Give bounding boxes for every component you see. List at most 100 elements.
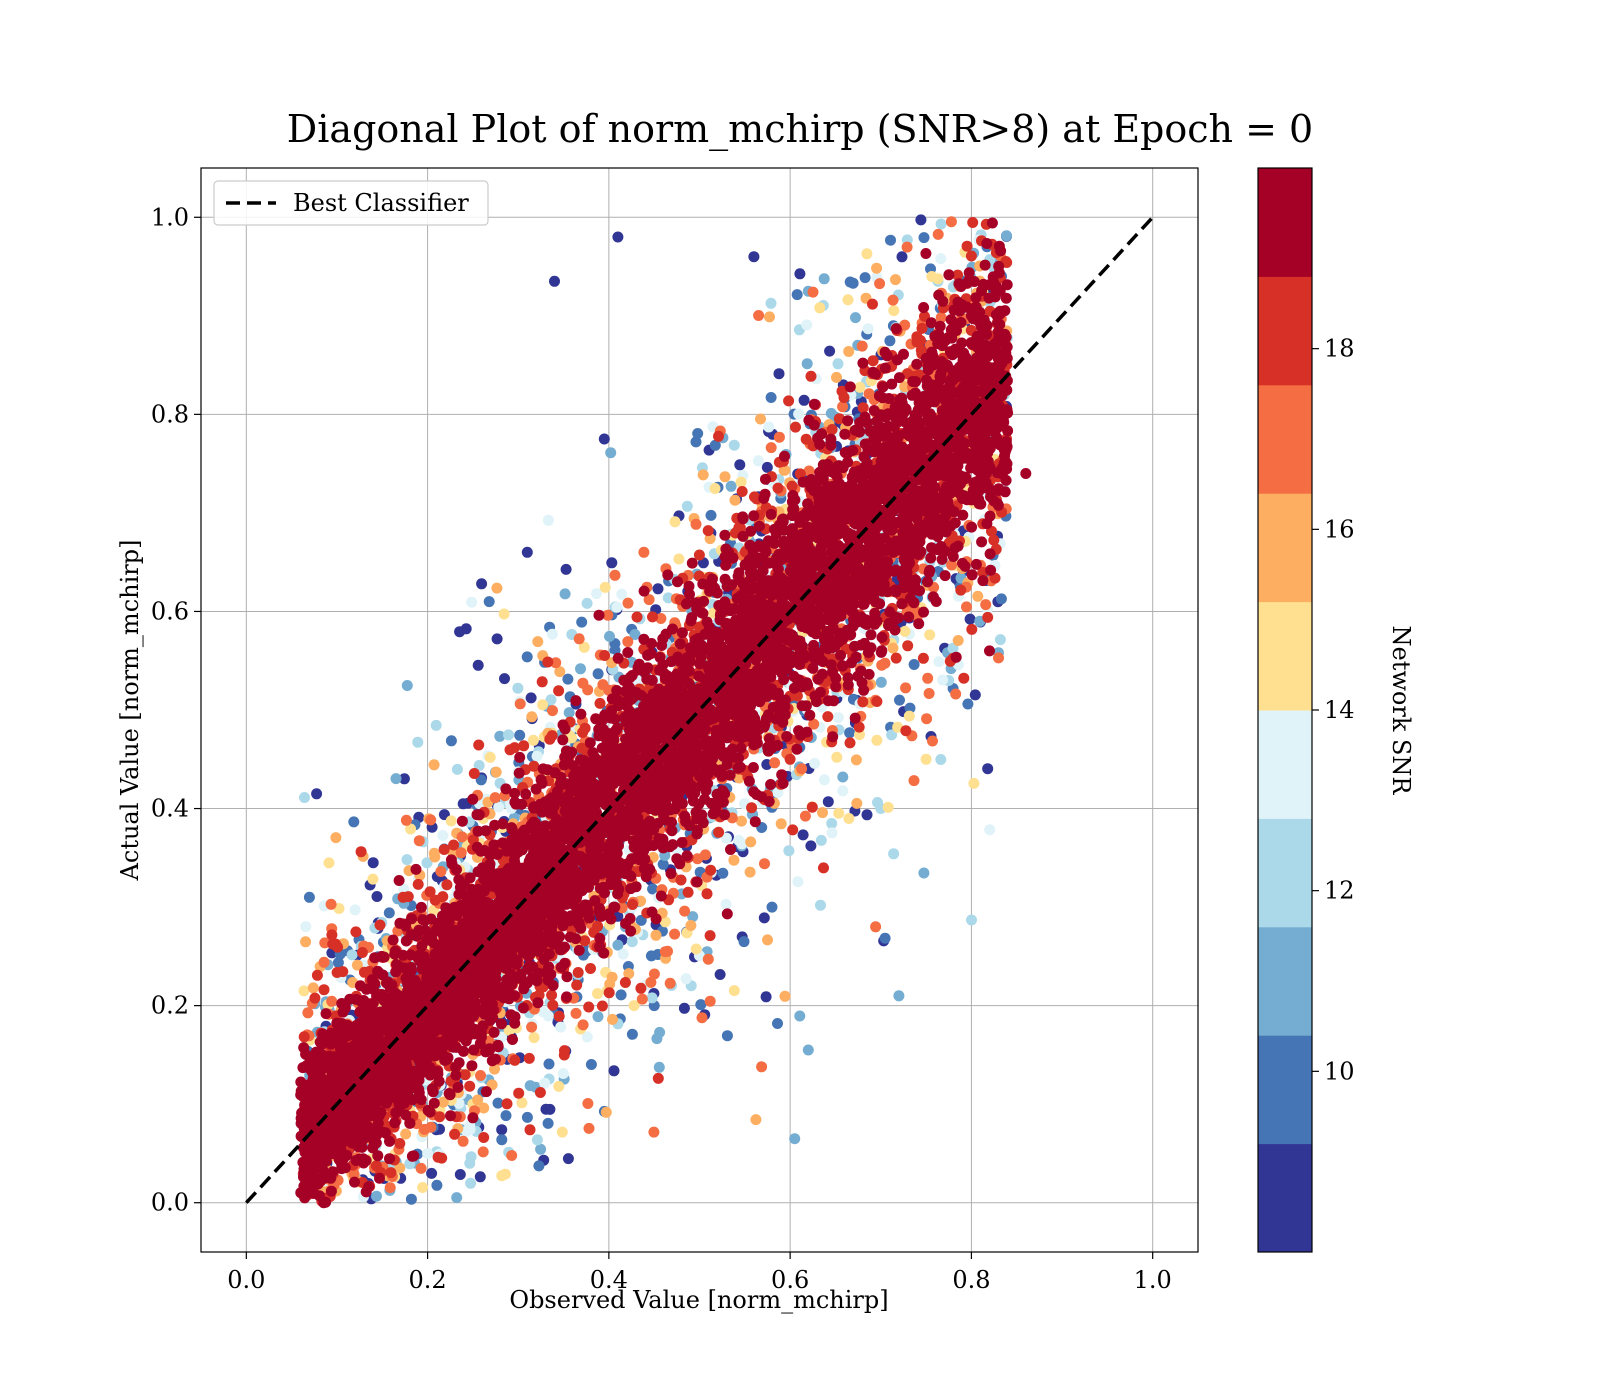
scatter-point bbox=[483, 596, 495, 608]
scatter-point bbox=[720, 898, 732, 910]
scatter-point bbox=[607, 1013, 618, 1025]
scatter-point bbox=[893, 372, 905, 384]
scatter-point bbox=[904, 702, 916, 714]
scatter-point bbox=[886, 729, 898, 741]
scatter-point bbox=[623, 968, 635, 980]
scatter-point bbox=[323, 857, 335, 869]
scatter-point bbox=[527, 734, 539, 746]
scatter-point bbox=[806, 801, 818, 813]
scatter-point bbox=[888, 305, 900, 317]
scatter-point bbox=[437, 891, 449, 903]
scatter-point bbox=[619, 977, 631, 988]
scatter-point bbox=[831, 751, 843, 763]
scatter-point bbox=[756, 1061, 768, 1073]
scatter-point bbox=[764, 311, 775, 323]
scatter-point bbox=[456, 815, 468, 827]
scatter-point bbox=[690, 436, 702, 448]
scatter-point bbox=[398, 773, 410, 785]
scatter-point bbox=[400, 1128, 412, 1140]
scatter-point bbox=[611, 601, 623, 613]
scatter-point bbox=[943, 269, 955, 281]
scatter-point bbox=[910, 376, 922, 388]
scatter-point bbox=[318, 956, 330, 968]
scatter-point bbox=[448, 839, 460, 851]
scatter-point bbox=[406, 913, 418, 925]
scatter-point bbox=[993, 652, 1004, 664]
scatter-point bbox=[893, 990, 905, 1002]
scatter-point bbox=[871, 734, 883, 746]
scatter-point bbox=[554, 666, 566, 678]
scatter-point bbox=[946, 559, 958, 571]
scatter-point bbox=[457, 1135, 469, 1147]
scatter-point bbox=[932, 228, 944, 240]
scatter-point bbox=[475, 1070, 486, 1081]
scatter-point bbox=[300, 936, 312, 948]
scatter-point bbox=[690, 943, 702, 955]
scatter-point bbox=[854, 381, 866, 393]
scatter-point bbox=[533, 1160, 545, 1172]
scatter-point bbox=[772, 482, 784, 494]
scatter-point bbox=[933, 656, 945, 668]
scatter-point bbox=[843, 813, 855, 824]
scatter-point bbox=[528, 1032, 540, 1044]
scatter-point bbox=[326, 995, 338, 1007]
scatter-point bbox=[499, 673, 510, 685]
scatter-point bbox=[401, 680, 413, 691]
scatter-point bbox=[449, 1128, 461, 1140]
scatter-point bbox=[648, 968, 660, 980]
scatter-point bbox=[422, 1148, 434, 1159]
scatter-point bbox=[967, 217, 979, 228]
scatter-point bbox=[585, 963, 596, 974]
scatter-point bbox=[952, 269, 964, 281]
scatter-point bbox=[583, 1122, 595, 1134]
scatter-point bbox=[605, 447, 617, 459]
scatter-point bbox=[501, 1098, 513, 1110]
scatter-point bbox=[856, 340, 868, 352]
scatter-point bbox=[491, 582, 503, 594]
scatter-point bbox=[514, 729, 526, 741]
scatter-point bbox=[765, 297, 777, 309]
scatter-point bbox=[935, 312, 947, 324]
scatter-point bbox=[446, 858, 458, 870]
scatter-point bbox=[801, 319, 813, 331]
scatter-point bbox=[705, 509, 717, 521]
scatter-point bbox=[374, 919, 386, 931]
scatter-point bbox=[681, 500, 693, 512]
scatter-point bbox=[747, 762, 759, 773]
scatter-point bbox=[867, 355, 879, 367]
scatter-point bbox=[789, 1133, 801, 1145]
scatter-point bbox=[394, 1162, 406, 1174]
scatter-point bbox=[776, 769, 788, 781]
scatter-point bbox=[559, 588, 571, 600]
scatter-point bbox=[786, 480, 798, 492]
scatter-point bbox=[765, 392, 777, 403]
scatter-point bbox=[575, 663, 586, 675]
scatter-point bbox=[918, 867, 930, 879]
scatter-point bbox=[327, 938, 339, 950]
scatter-point bbox=[570, 1007, 582, 1019]
scatter-point bbox=[675, 874, 687, 886]
scatter-point bbox=[521, 651, 533, 663]
scatter-point bbox=[692, 428, 704, 439]
scatter-point bbox=[843, 346, 855, 357]
scatter-point bbox=[985, 564, 997, 576]
scatter-point bbox=[882, 801, 894, 813]
scatter-point bbox=[307, 982, 319, 994]
scatter-point bbox=[896, 251, 908, 263]
scatter-point bbox=[690, 518, 702, 530]
scatter-point bbox=[662, 592, 674, 604]
scatter-point bbox=[721, 1030, 733, 1042]
scatter-point bbox=[358, 966, 370, 978]
scatter-point bbox=[526, 711, 538, 723]
scatter-point bbox=[822, 796, 834, 808]
scatter-point bbox=[524, 1124, 536, 1136]
scatter-point bbox=[868, 405, 880, 416]
scatter-point bbox=[850, 754, 862, 766]
scatter-point bbox=[579, 722, 591, 734]
scatter-point bbox=[746, 802, 758, 814]
scatter-point bbox=[927, 735, 938, 747]
scatter-point bbox=[431, 1179, 443, 1191]
scatter-point bbox=[473, 809, 485, 821]
scatter-point bbox=[546, 989, 558, 1001]
scatter-point bbox=[473, 739, 485, 751]
